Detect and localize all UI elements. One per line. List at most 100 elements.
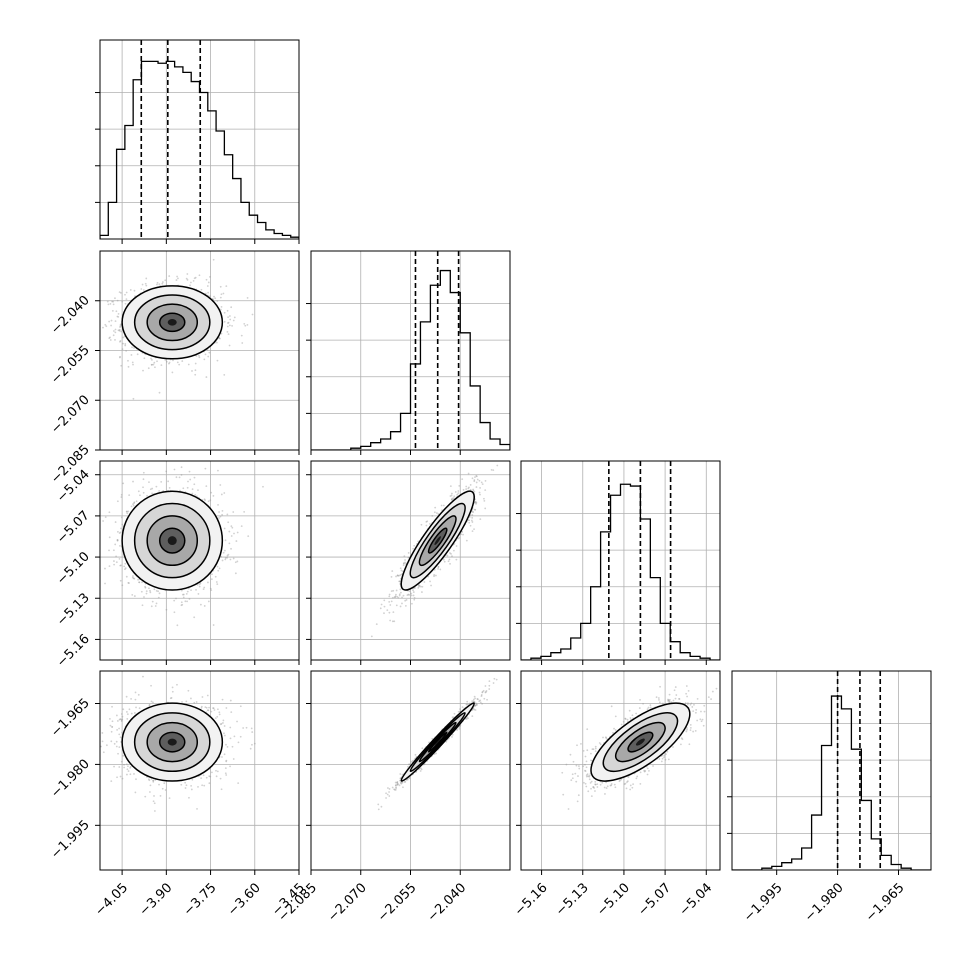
scatter-point [455, 558, 458, 561]
scatter-point [402, 564, 405, 567]
scatter-point [156, 360, 158, 363]
scatter-point [151, 363, 153, 366]
scatter-point [228, 315, 231, 317]
scatter-point [408, 594, 411, 596]
scatter-point [390, 600, 393, 603]
scatter-point [120, 364, 123, 367]
scatter-point [144, 586, 147, 589]
scatter-point [471, 521, 474, 523]
scatter-point [142, 491, 145, 494]
scatter-point [144, 585, 147, 588]
scatter-point [219, 515, 222, 518]
scatter-point [120, 493, 123, 496]
histogram-step-line [732, 695, 931, 870]
scatter-point [134, 295, 136, 297]
scatter-point [108, 320, 111, 323]
scatter-point [221, 509, 224, 512]
scatter-point [228, 344, 231, 347]
scatter-point [120, 527, 122, 530]
scatter-point [142, 471, 145, 474]
density-level [434, 536, 441, 546]
scatter-point [188, 598, 191, 600]
scatter-point [223, 373, 226, 376]
scatter-point [403, 555, 406, 557]
scatter-point [475, 503, 477, 505]
scatter-point [398, 580, 401, 583]
scatter-point [399, 567, 402, 570]
scatter-point [134, 698, 137, 701]
scatter-point [402, 562, 405, 565]
scatter-point [398, 593, 401, 596]
scatter-point [227, 521, 230, 524]
scatter-point [128, 494, 131, 497]
scatter-point [127, 359, 129, 362]
scatter-point [140, 288, 143, 290]
scatter-point [220, 555, 223, 558]
scatter-point [175, 279, 178, 281]
scatter-point [397, 574, 400, 577]
scatter-point [439, 568, 442, 571]
scatter-point [180, 589, 183, 592]
scatter-point [229, 558, 232, 561]
scatter-point [434, 506, 437, 509]
scatter-point [119, 325, 122, 328]
scatter-point [114, 320, 117, 323]
scatter-point [109, 302, 112, 305]
scatter-point [474, 476, 476, 478]
scatter-point [212, 494, 215, 497]
scatter-point [403, 562, 405, 565]
scatter-point [389, 604, 392, 606]
scatter-point [143, 596, 145, 598]
scatter-point [133, 577, 136, 580]
scatter-point [199, 582, 202, 585]
scatter-point [230, 535, 233, 537]
scatter-point [160, 480, 163, 483]
scatter-point [125, 298, 128, 300]
scatter-point [469, 484, 472, 486]
scatter-point [461, 478, 464, 480]
scatter-point [120, 564, 122, 567]
scatter-point [433, 568, 436, 571]
scatter-point [451, 492, 453, 495]
scatter-point [226, 309, 229, 312]
scatter-point [212, 258, 215, 261]
scatter-point [461, 531, 463, 533]
scatter-point [132, 575, 134, 577]
scatter-point [124, 293, 126, 296]
scatter-point [410, 594, 413, 597]
scatter-point [120, 330, 122, 333]
scatter-point [205, 292, 207, 295]
scatter-point [91, 528, 93, 530]
scatter-point [119, 340, 122, 342]
scatter-point [142, 486, 144, 489]
scatter-point [122, 336, 125, 339]
scatter-point [427, 575, 430, 578]
scatter-point [460, 533, 462, 536]
scatter-point [210, 491, 213, 494]
scatter-point [219, 285, 222, 288]
scatter-point [168, 361, 171, 364]
contour-line [158, 527, 186, 554]
scatter-point [186, 590, 189, 593]
scatter-point [194, 276, 197, 279]
scatter-point [453, 495, 456, 498]
scatter-panel-2-0 [91, 461, 299, 660]
scatter-point [145, 592, 148, 595]
scatter-point [102, 520, 104, 522]
scatter-point [404, 559, 406, 561]
scatter-point [198, 354, 200, 357]
scatter-point [198, 583, 201, 586]
scatter-point [148, 481, 150, 483]
scatter-point [392, 611, 395, 614]
scatter-point [214, 575, 217, 578]
scatter-point [413, 544, 416, 547]
scatter-point [236, 560, 239, 563]
scatter-point [406, 594, 409, 597]
scatter-point [223, 320, 226, 323]
scatter-point [121, 300, 124, 303]
scatter-point [207, 291, 209, 294]
scatter-point [420, 585, 422, 588]
scatter-point [228, 324, 231, 327]
scatter-point [133, 502, 135, 505]
scatter-point [395, 575, 397, 578]
